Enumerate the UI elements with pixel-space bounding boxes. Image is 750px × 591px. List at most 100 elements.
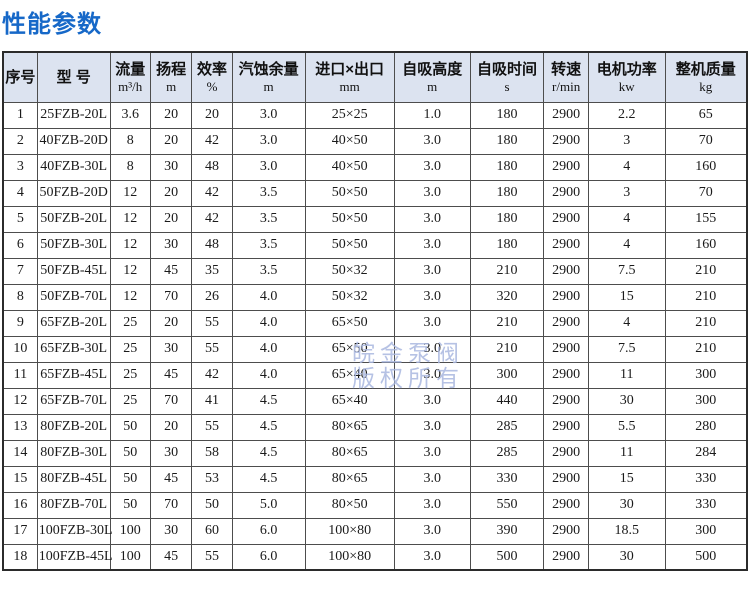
cell-inlet-outlet: 80×50	[304, 491, 395, 519]
cell-flow: 12	[109, 257, 151, 285]
cell-npsh: 4.5	[231, 439, 306, 467]
column-unit: m	[427, 79, 438, 95]
cell-priming-height: 3.0	[393, 439, 471, 467]
cell-head: 45	[149, 361, 193, 389]
column-header-6: 进口×出口 mm	[304, 51, 395, 103]
cell-weight: 330	[664, 491, 748, 519]
cell-speed: 2900	[543, 413, 589, 441]
column-label: 自吸时间	[476, 61, 537, 79]
cell-model: 80FZB-20L	[36, 413, 111, 441]
cell-head: 30	[149, 153, 193, 181]
column-header-11: 整机质量 kg	[664, 51, 748, 103]
cell-head: 20	[149, 309, 193, 337]
table-row: 1 25FZB-20L 3.6 20 20 3.0 25×25 1.0 180 2900 2.2 65	[2, 101, 748, 129]
cell-priming-time: 320	[469, 283, 545, 311]
cell-npsh: 3.0	[231, 127, 306, 155]
cell-priming-height: 3.0	[393, 361, 471, 389]
column-label: 扬程	[156, 61, 187, 79]
cell-speed: 2900	[543, 335, 589, 363]
cell-model: 65FZB-70L	[36, 387, 111, 415]
cell-priming-height: 3.0	[393, 283, 471, 311]
cell-motor-power: 15	[587, 283, 666, 311]
cell-motor-power: 4	[587, 309, 666, 337]
cell-npsh: 3.5	[231, 205, 306, 233]
cell-efficiency: 55	[191, 543, 233, 571]
cell-flow: 25	[109, 361, 151, 389]
column-label: 自吸高度	[402, 61, 463, 79]
column-label: 进口×出口	[315, 61, 385, 79]
cell-weight: 280	[664, 413, 748, 441]
cell-priming-time: 210	[469, 309, 545, 337]
cell-inlet-outlet: 65×40	[304, 361, 395, 389]
cell-flow: 8	[109, 153, 151, 181]
cell-flow: 50	[109, 491, 151, 519]
cell-priming-height: 3.0	[393, 127, 471, 155]
column-unit: r/min	[552, 79, 581, 95]
cell-motor-power: 30	[587, 491, 666, 519]
cell-inlet-outlet: 65×50	[304, 309, 395, 337]
cell-model: 40FZB-30L	[36, 153, 111, 181]
cell-priming-time: 180	[469, 127, 545, 155]
cell-efficiency: 42	[191, 361, 233, 389]
table-row: 8 50FZB-70L 12 70 26 4.0 50×32 3.0 320 2900 15 210	[2, 283, 748, 311]
cell-priming-height: 3.0	[393, 205, 471, 233]
cell-index: 3	[2, 153, 38, 181]
cell-priming-height: 3.0	[393, 335, 471, 363]
cell-weight: 160	[664, 153, 748, 181]
cell-efficiency: 26	[191, 283, 233, 311]
cell-efficiency: 41	[191, 387, 233, 415]
cell-index: 2	[2, 127, 38, 155]
cell-motor-power: 11	[587, 439, 666, 467]
cell-efficiency: 50	[191, 491, 233, 519]
cell-efficiency: 48	[191, 153, 233, 181]
cell-speed: 2900	[543, 465, 589, 493]
cell-npsh: 4.5	[231, 465, 306, 493]
cell-priming-height: 3.0	[393, 543, 471, 571]
cell-index: 9	[2, 309, 38, 337]
table-row: 12 65FZB-70L 25 70 41 4.5 65×40 3.0 440 2900 30 300	[2, 387, 748, 415]
cell-efficiency: 42	[191, 127, 233, 155]
table-row: 18 100FZB-45L 100 45 55 6.0 100×80 3.0 500 2900 30…	[2, 543, 748, 571]
cell-speed: 2900	[543, 309, 589, 337]
cell-speed: 2900	[543, 361, 589, 389]
cell-weight: 70	[664, 179, 748, 207]
cell-inlet-outlet: 40×50	[304, 153, 395, 181]
cell-priming-height: 3.0	[393, 257, 471, 285]
cell-flow: 50	[109, 439, 151, 467]
cell-inlet-outlet: 50×32	[304, 283, 395, 311]
column-label: 转速	[551, 61, 582, 79]
column-unit: m	[166, 79, 177, 95]
cell-inlet-outlet: 25×25	[304, 101, 395, 129]
cell-inlet-outlet: 80×65	[304, 413, 395, 441]
cell-speed: 2900	[543, 179, 589, 207]
cell-head: 20	[149, 179, 193, 207]
cell-flow: 25	[109, 335, 151, 363]
cell-npsh: 6.0	[231, 517, 306, 545]
cell-index: 1	[2, 101, 38, 129]
cell-model: 65FZB-45L	[36, 361, 111, 389]
cell-head: 45	[149, 543, 193, 571]
cell-weight: 300	[664, 517, 748, 545]
cell-index: 11	[2, 361, 38, 389]
cell-priming-height: 3.0	[393, 309, 471, 337]
cell-motor-power: 15	[587, 465, 666, 493]
column-label: 整机质量	[675, 61, 736, 79]
cell-motor-power: 18.5	[587, 517, 666, 545]
cell-priming-time: 180	[469, 179, 545, 207]
cell-priming-height: 3.0	[393, 517, 471, 545]
cell-motor-power: 4	[587, 205, 666, 233]
cell-index: 6	[2, 231, 38, 259]
cell-model: 50FZB-70L	[36, 283, 111, 311]
cell-efficiency: 42	[191, 179, 233, 207]
cell-speed: 2900	[543, 491, 589, 519]
cell-speed: 2900	[543, 153, 589, 181]
cell-weight: 500	[664, 543, 748, 571]
cell-motor-power: 3	[587, 179, 666, 207]
cell-motor-power: 30	[587, 387, 666, 415]
cell-model: 80FZB-45L	[36, 465, 111, 493]
cell-efficiency: 60	[191, 517, 233, 545]
column-label: 汽蚀余量	[238, 61, 299, 79]
cell-priming-time: 500	[469, 543, 545, 571]
cell-priming-height: 3.0	[393, 465, 471, 493]
table-row: 11 65FZB-45L 25 45 42 4.0 65×40 3.0 300 2900 11 300	[2, 361, 748, 389]
